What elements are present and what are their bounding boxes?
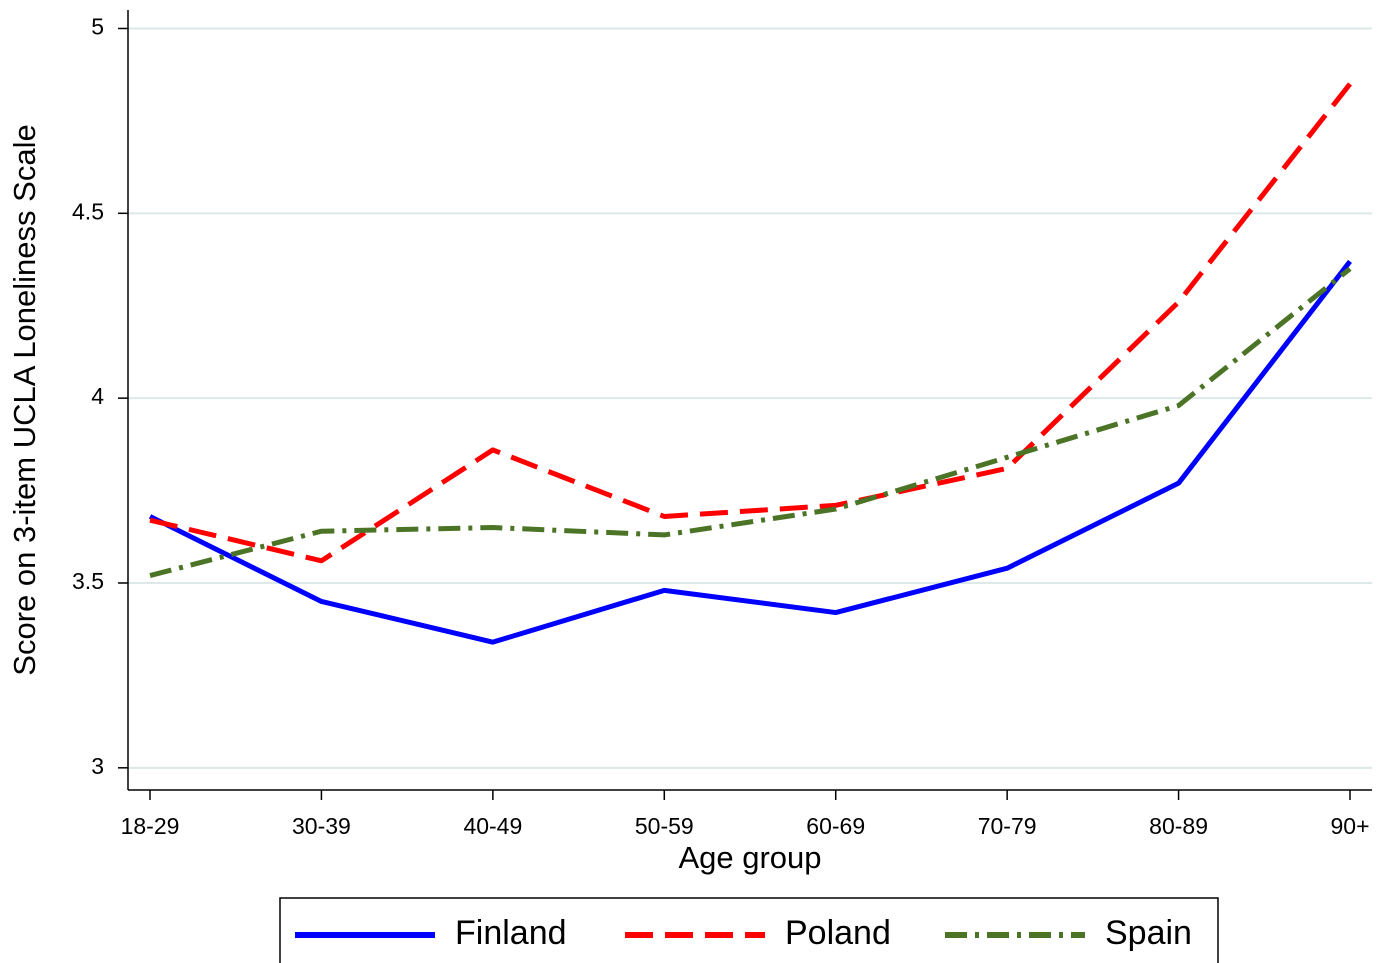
series-line bbox=[148, 259, 1352, 645]
x-tick-label: 80-89 bbox=[1149, 813, 1208, 839]
x-tick-label: 60-69 bbox=[806, 813, 865, 839]
x-axis-title: Age group bbox=[678, 840, 821, 875]
series-line bbox=[149, 82, 1352, 564]
legend-label: Spain bbox=[1105, 914, 1192, 952]
y-axis-title: Score on 3-item UCLA Loneliness Scale bbox=[7, 124, 42, 675]
x-tick-label: 18-29 bbox=[121, 813, 180, 839]
legend-label: Finland bbox=[455, 914, 567, 952]
x-tick-label: 90+ bbox=[1330, 813, 1369, 839]
x-tick-label: 70-79 bbox=[978, 813, 1037, 839]
legend-label: Poland bbox=[785, 914, 891, 952]
y-tick-label: 4 bbox=[91, 383, 104, 409]
y-tick-label: 5 bbox=[91, 14, 104, 40]
x-tick-label: 40-49 bbox=[463, 813, 522, 839]
x-tick-label: 50-59 bbox=[635, 813, 694, 839]
y-tick-label: 3 bbox=[91, 753, 104, 779]
y-tick-label: 4.5 bbox=[72, 198, 104, 224]
series-line bbox=[149, 266, 1352, 579]
y-tick-label: 3.5 bbox=[72, 568, 104, 594]
x-tick-label: 30-39 bbox=[292, 813, 351, 839]
legend-box bbox=[279, 897, 1219, 963]
